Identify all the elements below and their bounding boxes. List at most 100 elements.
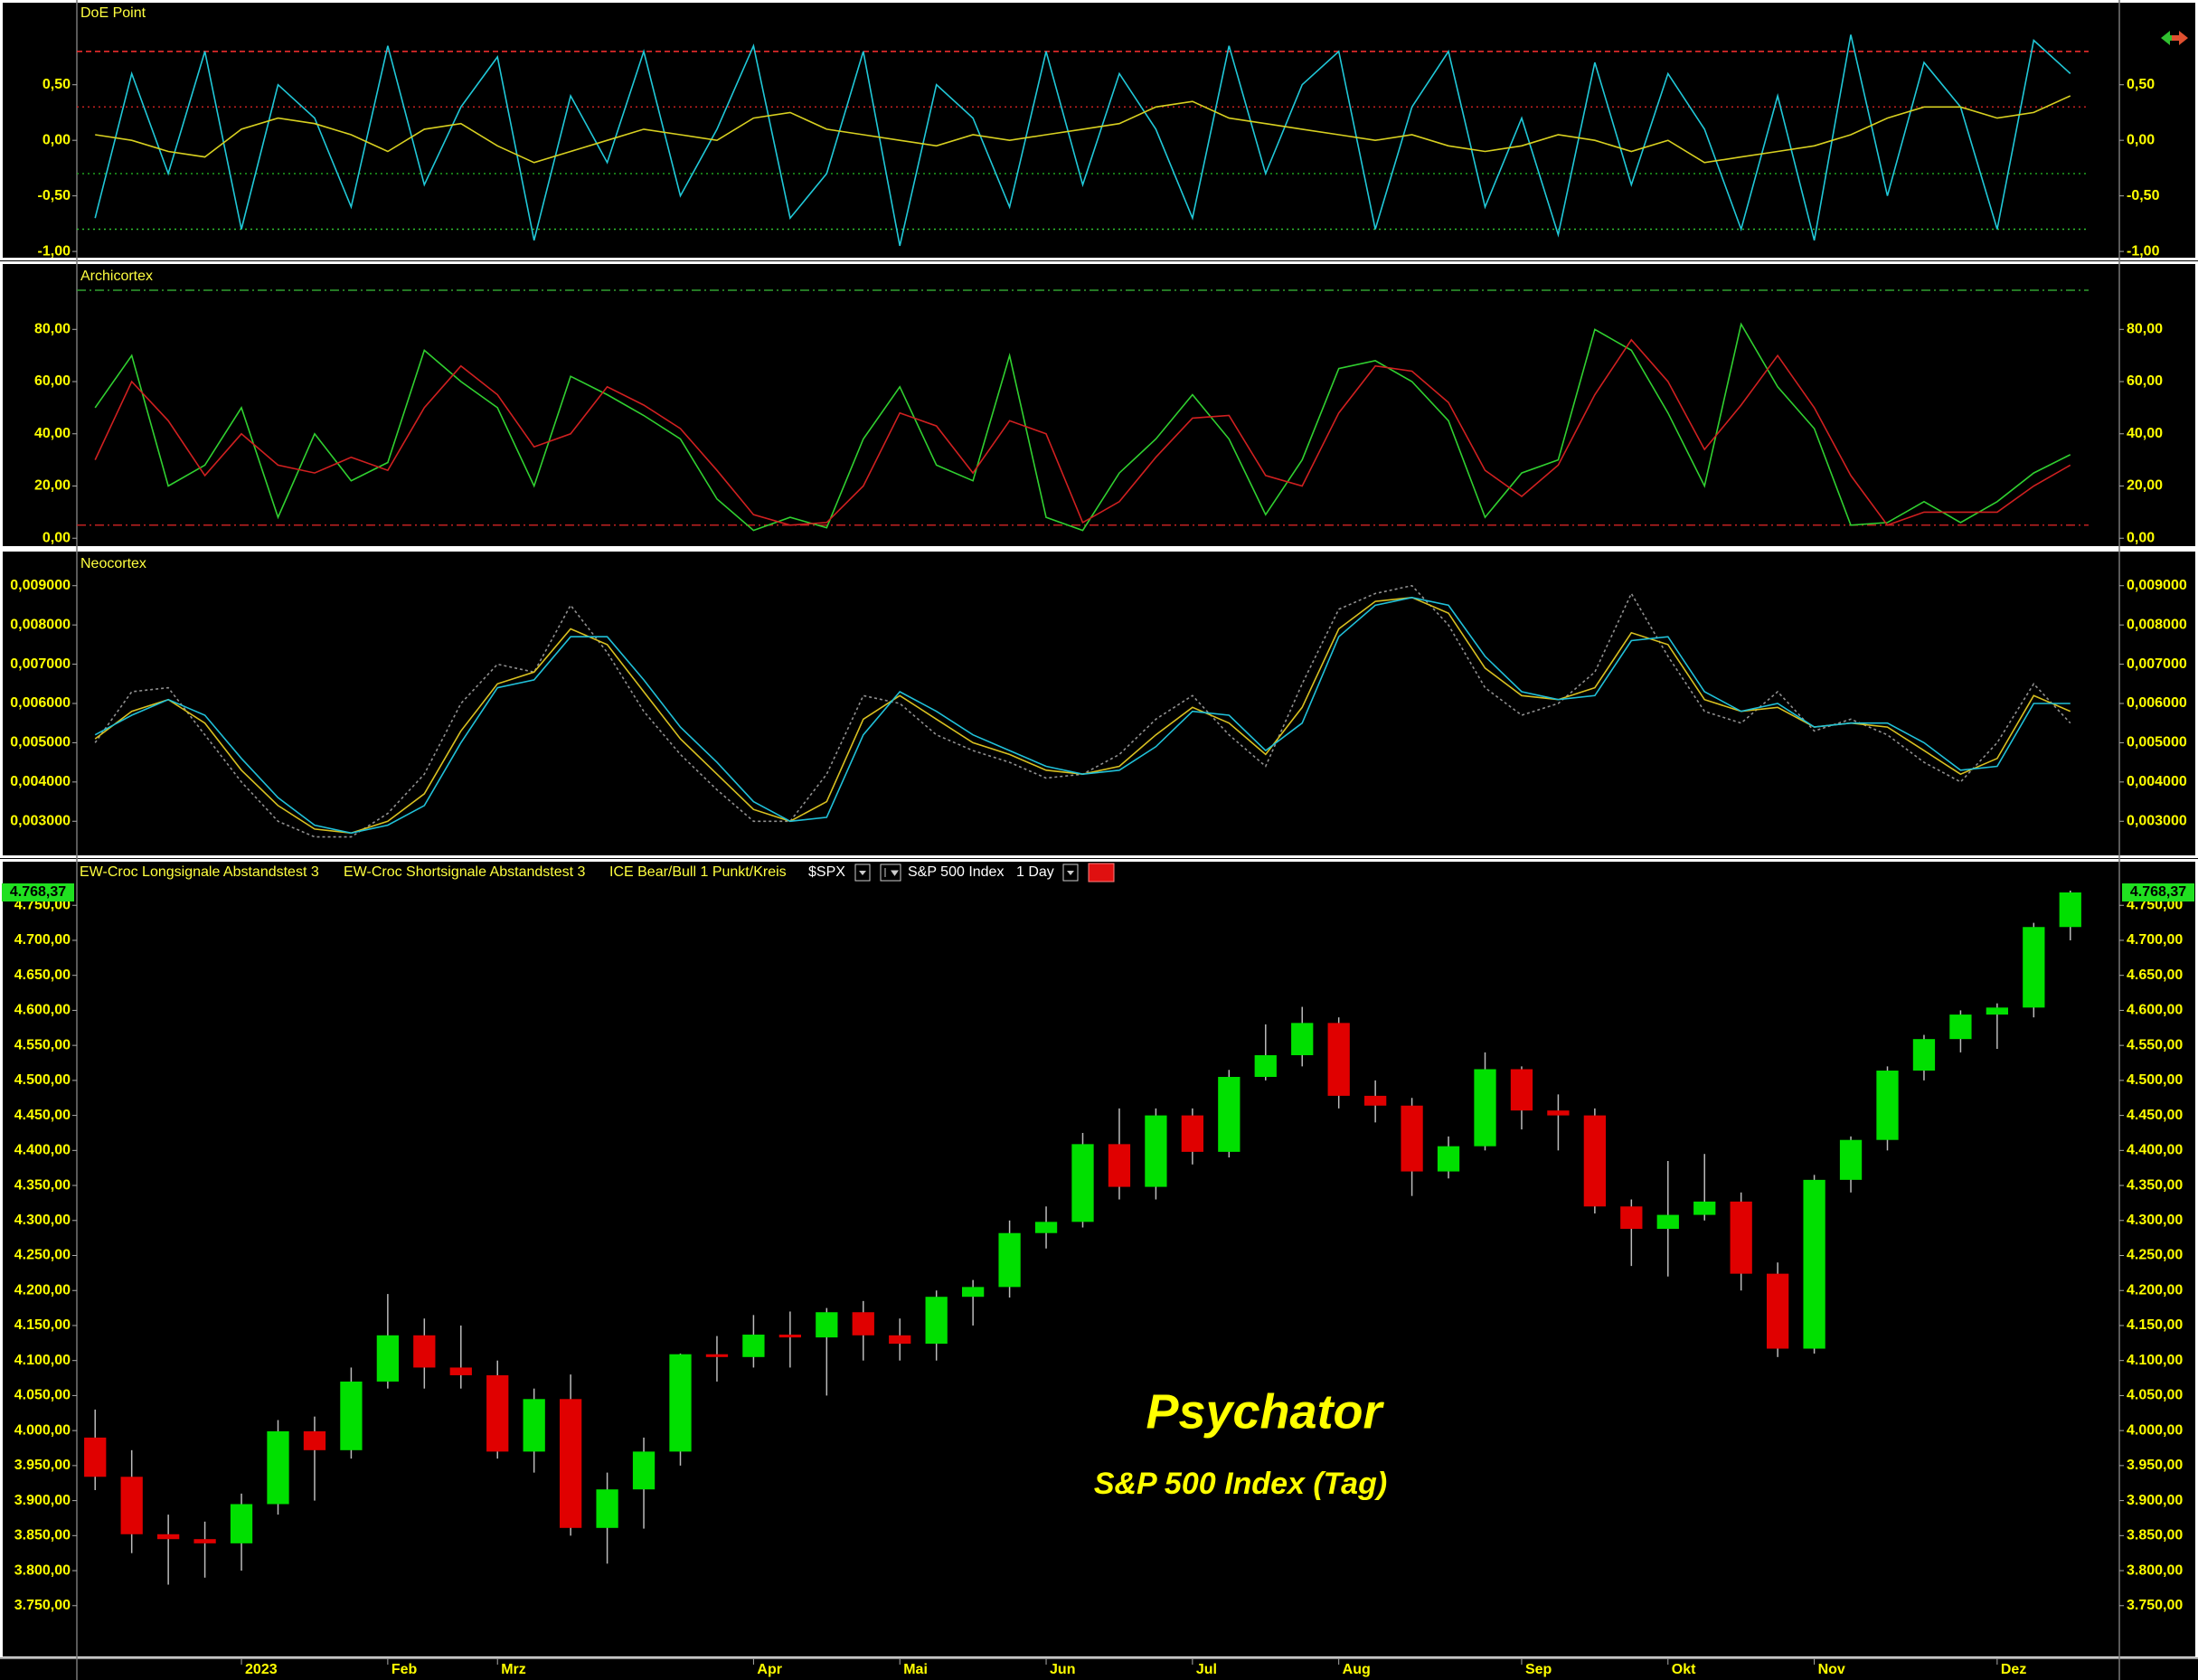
candle-body [560, 1399, 582, 1528]
x-tick-label: Jul [1196, 1662, 1217, 1677]
y-tick-label: 80,00 [2127, 322, 2163, 337]
y-tick-label: 0,006000 [10, 695, 71, 711]
candle-body [120, 1477, 143, 1534]
indicator-legend[interactable]: EW-Croc Longsignale Abstandstest 3 [80, 864, 319, 880]
y-tick-label: 3.850,00 [14, 1528, 71, 1543]
dropdown-arrow [884, 868, 899, 877]
y-tick-label: 3.750,00 [2127, 1598, 2183, 1613]
candle-body [376, 1335, 399, 1382]
y-tick-label: 40,00 [34, 426, 71, 441]
scroll-left[interactable] [2161, 31, 2177, 45]
x-tick-label: Jun [1050, 1662, 1075, 1677]
candle-body [1656, 1214, 1679, 1230]
x-tick-label: Nov [1818, 1662, 1845, 1677]
y-tick-label: 3.800,00 [14, 1562, 71, 1578]
indicator-legend[interactable]: ICE Bear/Bull 1 Punkt/Kreis [609, 864, 787, 880]
y-tick-label: 4.600,00 [14, 1003, 71, 1018]
indicator-line [94, 338, 2071, 526]
y-tick-label: 4.300,00 [2127, 1213, 2183, 1228]
y-tick-label: 3.950,00 [2127, 1458, 2183, 1473]
y-tick-label: 0,008000 [10, 617, 71, 632]
panel-title: Neocortex [80, 556, 146, 571]
y-tick-label: 0,50 [2127, 77, 2155, 92]
candle-body [157, 1534, 180, 1540]
y-tick-label: 4.400,00 [14, 1143, 71, 1158]
candle-body [84, 1437, 107, 1477]
x-tick-label: 2023 [245, 1662, 278, 1677]
y-tick-label: 4.300,00 [14, 1213, 71, 1228]
y-tick-label: 0,009000 [10, 578, 71, 593]
y-tick-label: -0,50 [38, 188, 71, 203]
y-tick-label: 4.700,00 [14, 932, 71, 948]
y-tick-label: 0,004000 [10, 774, 71, 789]
candle-body [486, 1374, 509, 1452]
y-tick-label: 4.250,00 [2127, 1248, 2183, 1263]
y-tick-label: 60,00 [34, 373, 71, 389]
scroll-right[interactable] [2172, 31, 2188, 45]
y-tick-label: 4.450,00 [2127, 1108, 2183, 1123]
dropdown-arrow [859, 871, 866, 875]
panel-title: Archicortex [80, 269, 153, 284]
last-price-box [2122, 883, 2194, 902]
candle-body [889, 1335, 911, 1345]
y-tick-label: 4.650,00 [2127, 967, 2183, 983]
candle-body [1327, 1023, 1350, 1096]
indicator-legend[interactable]: EW-Croc Shortsignale Abstandstest 3 [344, 864, 585, 880]
x-tick-label: Dez [2001, 1662, 2026, 1677]
x-tick-label: Mai [903, 1662, 928, 1677]
last-price-box [2, 883, 74, 902]
realtime-button[interactable] [1088, 863, 1115, 882]
candle-body [1401, 1105, 1423, 1172]
x-tick-label: Mrz [501, 1662, 526, 1677]
y-tick-label: -1,00 [38, 243, 71, 259]
y-tick-label: 4.050,00 [14, 1388, 71, 1403]
candle-body [1364, 1095, 1387, 1106]
candle-body [1986, 1007, 2008, 1015]
y-tick-label: 20,00 [2127, 478, 2163, 494]
candle-body [852, 1312, 874, 1336]
candle-body [1291, 1023, 1314, 1055]
x-tick-label: Feb [391, 1662, 418, 1677]
candle-body [1510, 1069, 1533, 1111]
interval[interactable]: 1 Day [1016, 864, 1054, 880]
y-tick-label: 4.350,00 [14, 1177, 71, 1193]
candle-body [742, 1335, 765, 1357]
y-tick-label: 0,009000 [2127, 578, 2187, 593]
bar-type-dropdown[interactable] [880, 864, 901, 882]
y-tick-label: 4.050,00 [2127, 1388, 2183, 1403]
annotation-subtitle: S&P 500 Index (Tag) [1094, 1467, 1387, 1501]
y-tick-label: 0,00 [2127, 132, 2155, 147]
candle-body [1547, 1110, 1570, 1116]
y-tick-label: 0,007000 [2127, 656, 2187, 672]
y-tick-label: 0,00 [2127, 530, 2155, 545]
candle-body [1876, 1071, 1899, 1140]
y-tick-label: 3.950,00 [14, 1458, 71, 1473]
candle-body [340, 1381, 363, 1450]
y-tick-label: 4.600,00 [2127, 1003, 2183, 1018]
y-tick-label: 4.100,00 [14, 1353, 71, 1368]
candle-body [303, 1430, 326, 1450]
candle-body [1583, 1115, 1606, 1207]
candle-body [1181, 1115, 1203, 1152]
x-tick-label: Apr [757, 1662, 782, 1677]
y-tick-label: 0,005000 [10, 735, 71, 750]
candle-body [230, 1504, 253, 1543]
y-tick-label: -1,00 [2127, 243, 2160, 259]
y-tick-label: 40,00 [2127, 426, 2163, 441]
y-tick-label: 0,003000 [10, 813, 71, 828]
panel-frame [0, 0, 2198, 260]
last-price-label: 4.768,37 [2130, 884, 2186, 900]
symbol[interactable]: $SPX [808, 864, 845, 880]
candle-body [1145, 1115, 1167, 1187]
y-tick-label: 4.700,00 [2127, 932, 2183, 948]
x-tick-label: Aug [1343, 1662, 1371, 1677]
candle-body [962, 1287, 985, 1298]
candle-body [1437, 1146, 1460, 1172]
y-tick-label: 4.650,00 [14, 967, 71, 983]
candle-body [596, 1489, 618, 1528]
candle-body [778, 1335, 801, 1338]
candle-body [1620, 1206, 1643, 1230]
candle-body [2059, 892, 2081, 928]
